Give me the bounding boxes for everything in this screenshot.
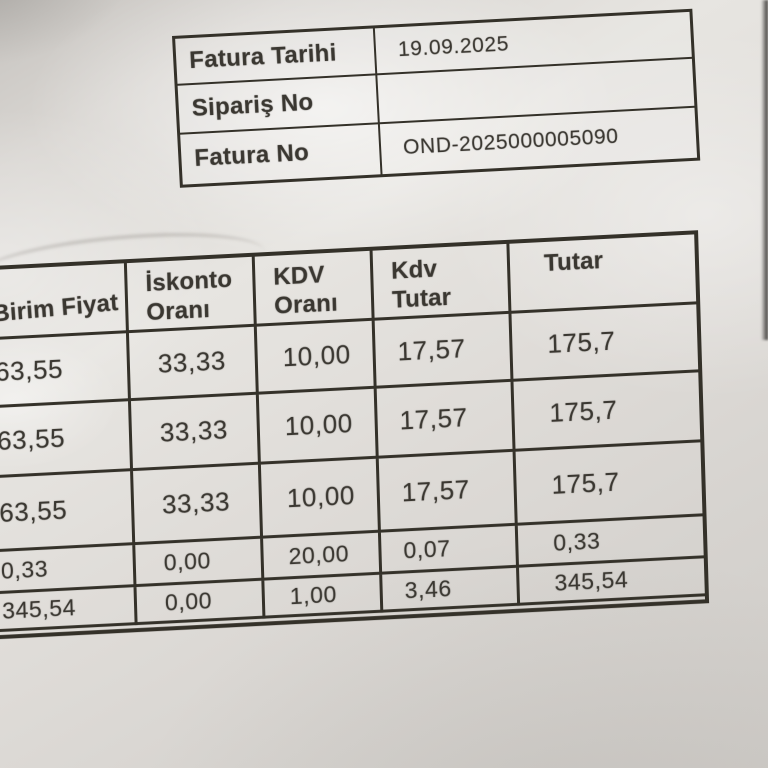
items-header-cell: İskonto Oranı: [126, 256, 257, 334]
items-cell: 0,07: [380, 525, 520, 575]
items-cell: 175,7: [511, 304, 699, 382]
items-header-cell: KDV Oranı: [254, 250, 375, 327]
paper-sheen: [0, 330, 120, 470]
info-label-fatura-no: Fatura No: [180, 124, 383, 185]
items-cell: 10,00: [260, 458, 381, 539]
invoice-info-table: Fatura Tarihi 19.09.2025 Sipariş No Fatu…: [172, 8, 701, 188]
items-header-cell: Tutar: [509, 234, 697, 314]
items-cell: 33,33: [133, 464, 264, 546]
items-header-label: Birim Fiyat: [0, 288, 120, 328]
items-cell: 1,00: [264, 574, 384, 619]
items-header-cell: Kdv Tutar: [372, 243, 512, 321]
items-cell: 20,00: [263, 532, 383, 581]
items-cell: 33,33: [130, 394, 261, 472]
items-cell: 17,57: [378, 451, 518, 533]
items-cell: 3,46: [382, 567, 521, 613]
photo-edge-shadow: [761, 0, 768, 340]
items-cell: 63,55: [0, 401, 134, 480]
items-cell: 0,00: [136, 580, 266, 626]
items-cell: 345,54: [519, 558, 705, 606]
items-cell: 63,55: [0, 471, 136, 554]
items-cell: 10,00: [258, 388, 379, 465]
items-cell: 63,55: [0, 333, 131, 410]
items-cell: 0,00: [135, 538, 265, 588]
items-cell: 17,57: [374, 313, 514, 389]
items-cell: 10,00: [256, 320, 377, 395]
items-cell: 175,7: [513, 372, 701, 452]
items-cell: 345,54: [0, 587, 138, 634]
items-cell: 175,7: [515, 442, 703, 526]
items-header-cell: Birim Fiyat: [0, 263, 129, 342]
invoice-items-table: Birim Fiyat İskonto Oranı KDV Oranı Kdv …: [0, 230, 710, 641]
items-cell: 17,57: [376, 381, 516, 459]
items-cell: 33,33: [128, 326, 259, 402]
